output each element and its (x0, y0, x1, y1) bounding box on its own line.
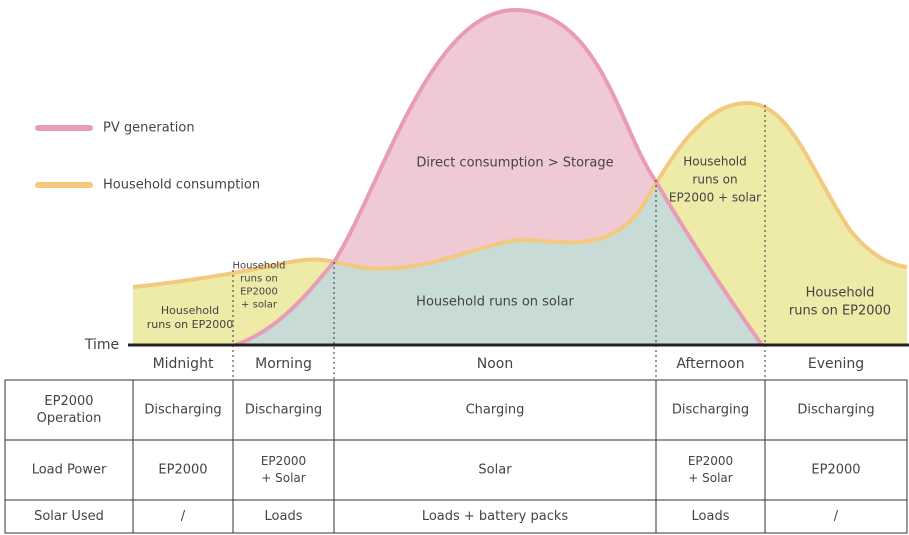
area-label: Household (683, 155, 747, 169)
table-cell: Solar (478, 463, 512, 478)
table-frame (4, 379, 908, 534)
table-cell: + Solar (688, 471, 733, 485)
legend-label: Household consumption (103, 178, 260, 193)
table-cell: EP2000 (158, 463, 207, 478)
area-label: runs on (240, 274, 278, 285)
table-cell: Discharging (245, 403, 322, 418)
table-cell: / (834, 509, 839, 524)
area-label: EP2000 (240, 287, 278, 298)
area-label: runs on (692, 173, 737, 187)
period-label: Noon (477, 356, 513, 372)
area-label: runs on EP2000 (789, 304, 891, 319)
table-cell: Discharging (672, 403, 749, 418)
dividers (232, 105, 766, 380)
table-cell: Charging (466, 403, 525, 418)
table-cell: / (181, 509, 186, 524)
area-label: Direct consumption > Storage (416, 156, 613, 171)
table-cell: EP2000 (688, 454, 733, 468)
pv-line (234, 7, 764, 347)
table-cell: + Solar (261, 471, 306, 485)
table-cell: EP2000 (44, 394, 93, 409)
table-cell: Load Power (32, 463, 107, 478)
period-label: Afternoon (676, 356, 744, 372)
period-label: Morning (255, 356, 312, 372)
table-cell: EP2000 (261, 454, 306, 468)
table-cell: Discharging (144, 403, 221, 418)
table-cell: Operation (37, 411, 102, 426)
axis-label: Time (84, 337, 119, 353)
area-label: Household (161, 304, 219, 317)
table-cell: Solar Used (34, 509, 104, 524)
table-cell: Loads (265, 509, 303, 524)
table-cell: EP2000 (811, 463, 860, 478)
consumption-line (132, 100, 908, 289)
area-label: + solar (241, 300, 278, 311)
area-label: Household runs on solar (416, 295, 574, 310)
area-label: EP2000 + solar (669, 191, 761, 205)
table-cell: Discharging (797, 403, 874, 418)
area-label: runs on EP2000 (147, 318, 233, 331)
area-label: Household (806, 286, 875, 301)
legend-label: PV generation (103, 121, 195, 136)
table-cell: Loads + battery packs (422, 509, 569, 524)
table-cell: Loads (692, 509, 730, 524)
period-label: Midnight (153, 356, 214, 372)
period-label: Evening (808, 356, 864, 372)
area-label: Household (233, 261, 286, 272)
